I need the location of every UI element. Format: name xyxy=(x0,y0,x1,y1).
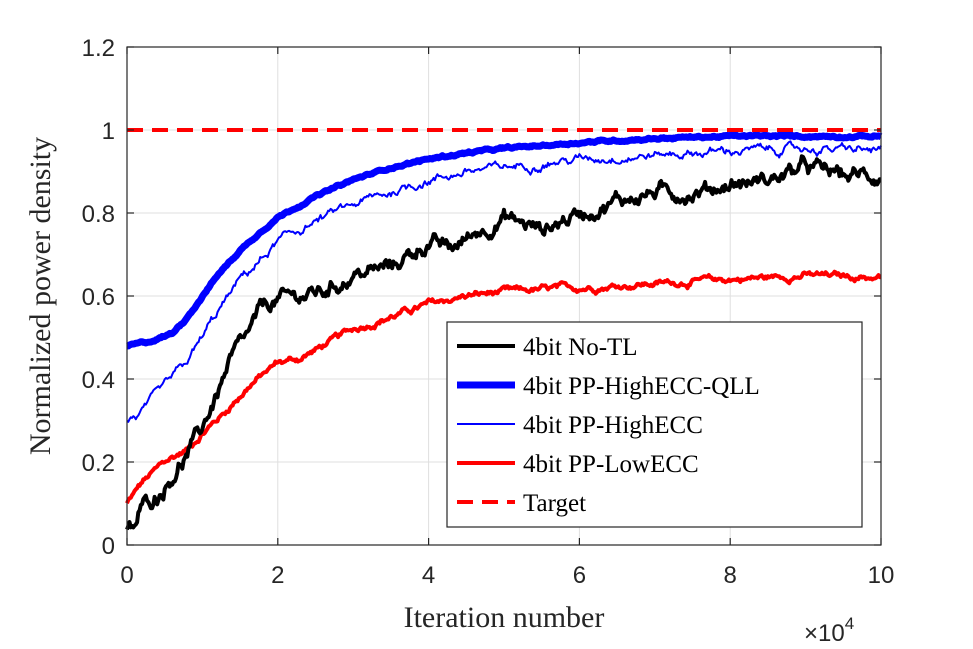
x-tick-label: 8 xyxy=(724,562,737,589)
x-tick-label: 10 xyxy=(868,562,895,589)
series-line-4bit-pp-highecc-qll xyxy=(124,131,884,350)
legend-label: Target xyxy=(523,490,586,517)
x-axis-multiplier-base: ×10 xyxy=(804,620,845,647)
y-tick-label: 0.2 xyxy=(82,450,115,477)
series-line-4bit-pp-lowecc xyxy=(125,269,882,504)
y-tick-label: 0.4 xyxy=(82,367,115,394)
legend-label: 4bit No-TL xyxy=(523,334,638,361)
x-tick-label: 0 xyxy=(120,562,133,589)
y-tick-label: 0 xyxy=(102,533,115,560)
legend: 4bit No-TL 4bit PP-HighECC-QLL 4bit PP-Hig… xyxy=(446,321,863,528)
axis-ticks: 0 2 4 6 8 10 0 0.2 0.4 0.6 0.8 1 1.2 xyxy=(82,35,895,589)
y-tick-label: 0.8 xyxy=(82,201,115,228)
legend-label: 4bit PP-HighECC-QLL xyxy=(523,373,760,400)
legend-label: 4bit PP-LowECC xyxy=(523,451,699,478)
legend-box xyxy=(446,321,863,528)
x-tick-label: 2 xyxy=(271,562,284,589)
x-axis-multiplier: ×104 xyxy=(804,614,854,647)
series-lines xyxy=(124,128,884,531)
series-line-4bit-pp-highecc xyxy=(126,140,882,423)
x-axis-label: Iteration number xyxy=(404,601,605,634)
y-tick-label: 0.6 xyxy=(82,284,115,311)
y-tick-label: 1.2 xyxy=(82,35,115,62)
series-line-4bit-no-tl xyxy=(125,154,882,531)
x-tick-label: 4 xyxy=(422,562,435,589)
y-tick-label: 1 xyxy=(102,118,115,145)
x-tick-label: 6 xyxy=(573,562,586,589)
y-axis-label: Normalized power density xyxy=(24,137,57,455)
x-axis-multiplier-exponent: 4 xyxy=(845,614,854,633)
legend-label: 4bit PP-HighECC xyxy=(523,412,703,439)
